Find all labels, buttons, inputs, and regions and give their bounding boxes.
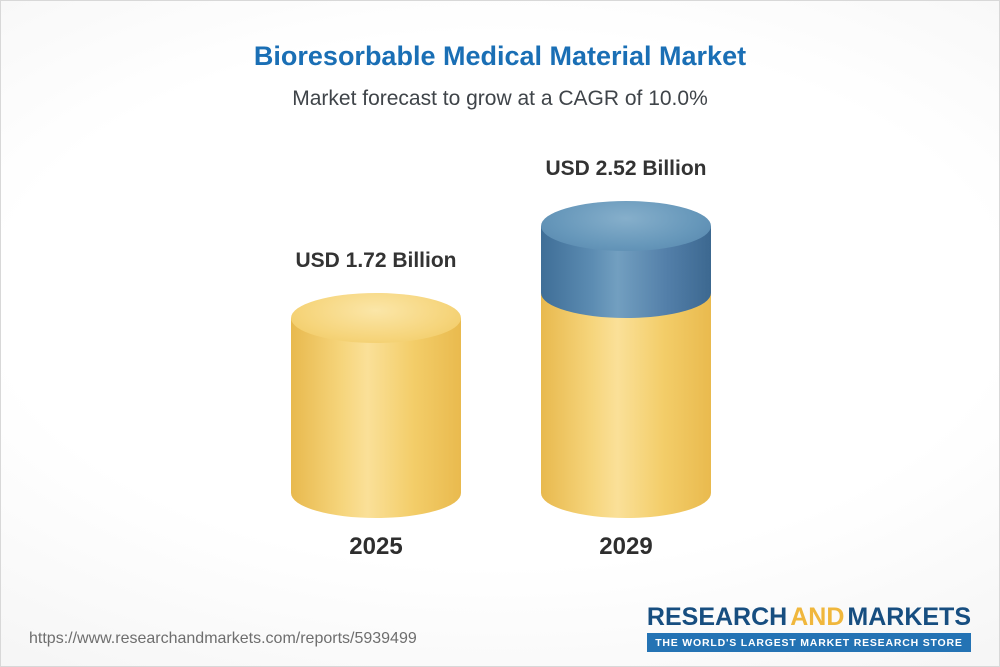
report-url-link[interactable]: https://www.researchandmarkets.com/repor… <box>29 630 417 647</box>
company-logo: RESEARCH AND MARKETS THE WORLD'S LARGEST M… <box>646 604 971 652</box>
page-subtitle: Market forecast to grow at a CAGR of 10.… <box>292 87 708 110</box>
bar-2029-top-cap <box>541 201 711 251</box>
value-label-2025: USD 1.72 Billion <box>295 249 457 272</box>
logo-tagline: THE WORLD'S LARGEST MARKET RESEARCH STOR… <box>646 633 971 652</box>
axis-label-2029: 2029 <box>599 533 653 560</box>
bar-2029-base-segment <box>541 293 711 518</box>
logo-research-text: RESEARCH <box>646 602 788 631</box>
bar-2025-top-cap <box>291 293 461 343</box>
value-label-2029: USD 2.52 Billion <box>545 157 707 180</box>
axis-label-2025: 2025 <box>349 533 403 560</box>
page-title: Bioresorbable Medical Material Market <box>253 41 747 71</box>
logo-wordmark: RESEARCH AND MARKETS <box>647 604 971 630</box>
bar-2025-cylinder <box>291 318 461 518</box>
logo-markets-text: MARKETS <box>847 602 971 631</box>
logo-and-text: AND <box>790 602 845 631</box>
